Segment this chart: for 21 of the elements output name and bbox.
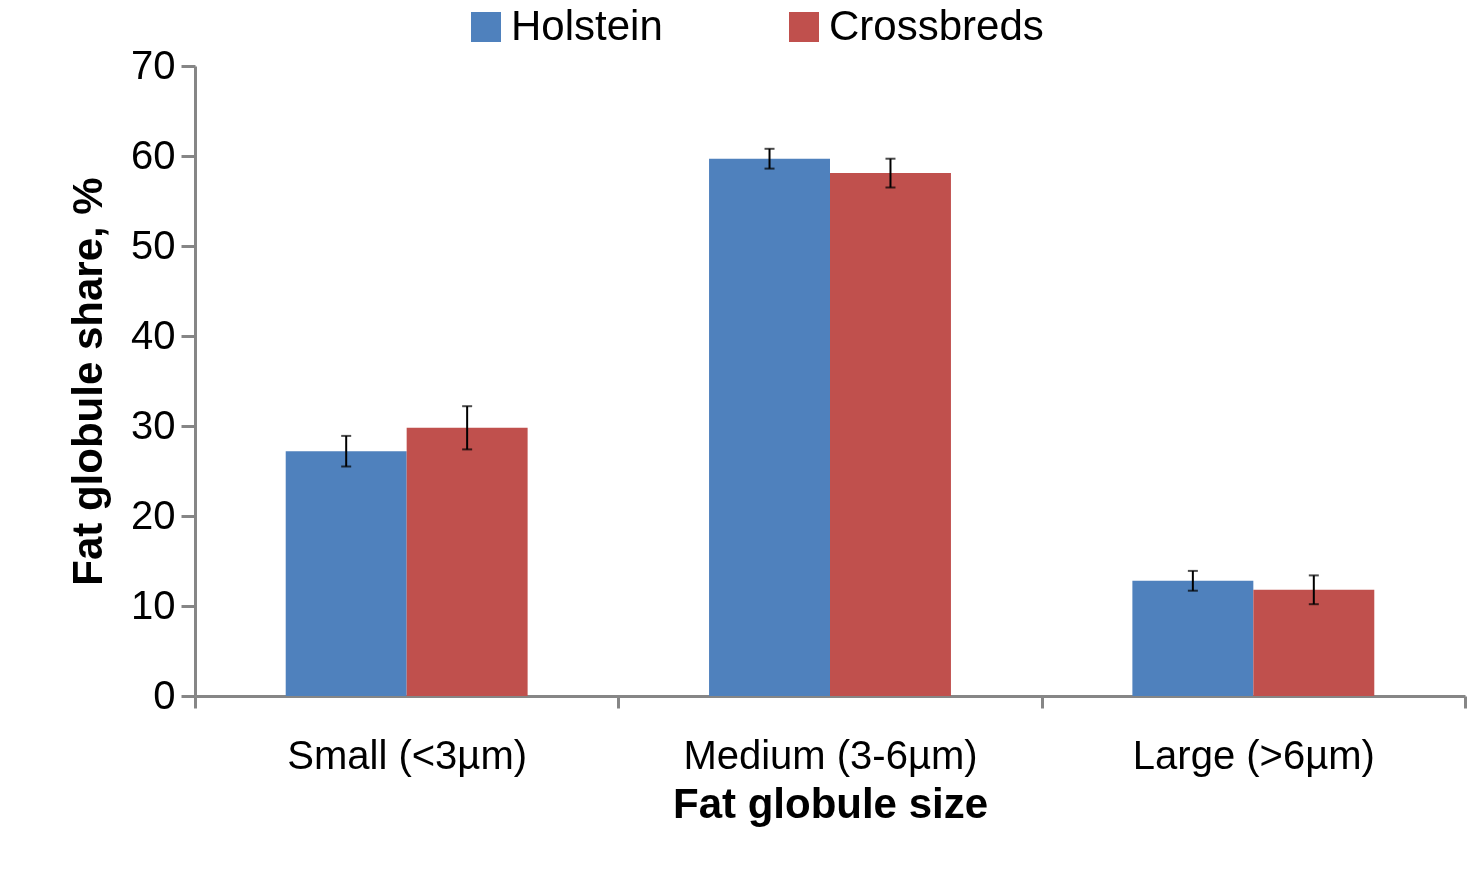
y-tick-label: 20 [131, 492, 176, 537]
bar [830, 173, 951, 696]
y-tick-label: 50 [131, 222, 176, 267]
bar [285, 451, 407, 696]
bar [1132, 580, 1254, 696]
y-tick-label: 0 [153, 672, 176, 717]
bar [406, 427, 528, 696]
x-tick-label: Medium (3-6µm) [683, 732, 978, 777]
bar [1253, 589, 1375, 696]
y-tick-label: 30 [131, 402, 176, 447]
y-tick-label: 70 [131, 42, 176, 87]
y-tick-label: 10 [131, 582, 176, 627]
legend-label: Holstein [511, 2, 663, 49]
legend-label: Crossbreds [829, 2, 1044, 49]
bar [709, 158, 830, 696]
x-tick-label: Small (<3µm) [287, 732, 528, 777]
y-tick-label: 40 [131, 312, 176, 357]
x-axis-title: Fat globule size [672, 779, 989, 827]
x-tick-label: Large (>6µm) [1132, 732, 1375, 777]
y-axis-title: Fat globule share, % [64, 177, 112, 586]
y-tick-label: 60 [131, 132, 176, 177]
